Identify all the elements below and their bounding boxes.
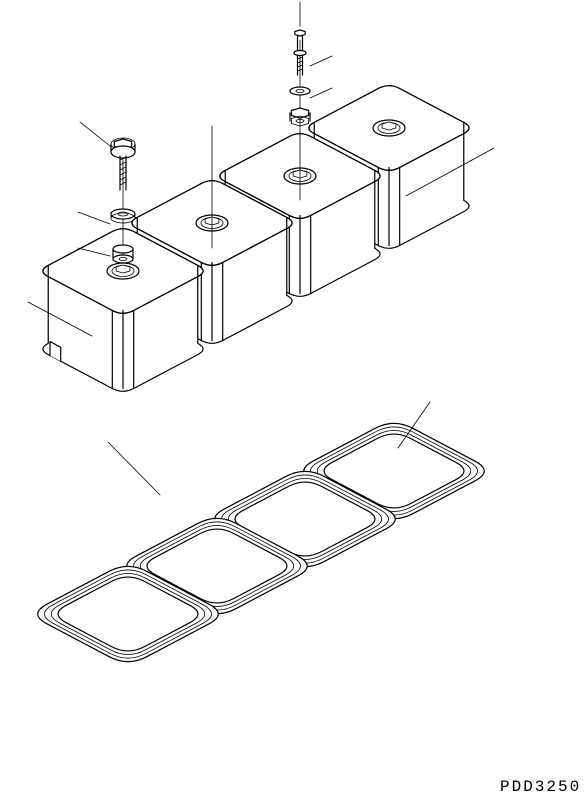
diagram-stage: PDD3250 [0, 0, 587, 805]
gaskets-group [38, 423, 484, 661]
exploded-view-svg [0, 0, 587, 805]
covers-group [43, 86, 469, 392]
drawing-reference-number: PDD3250 [500, 778, 581, 796]
